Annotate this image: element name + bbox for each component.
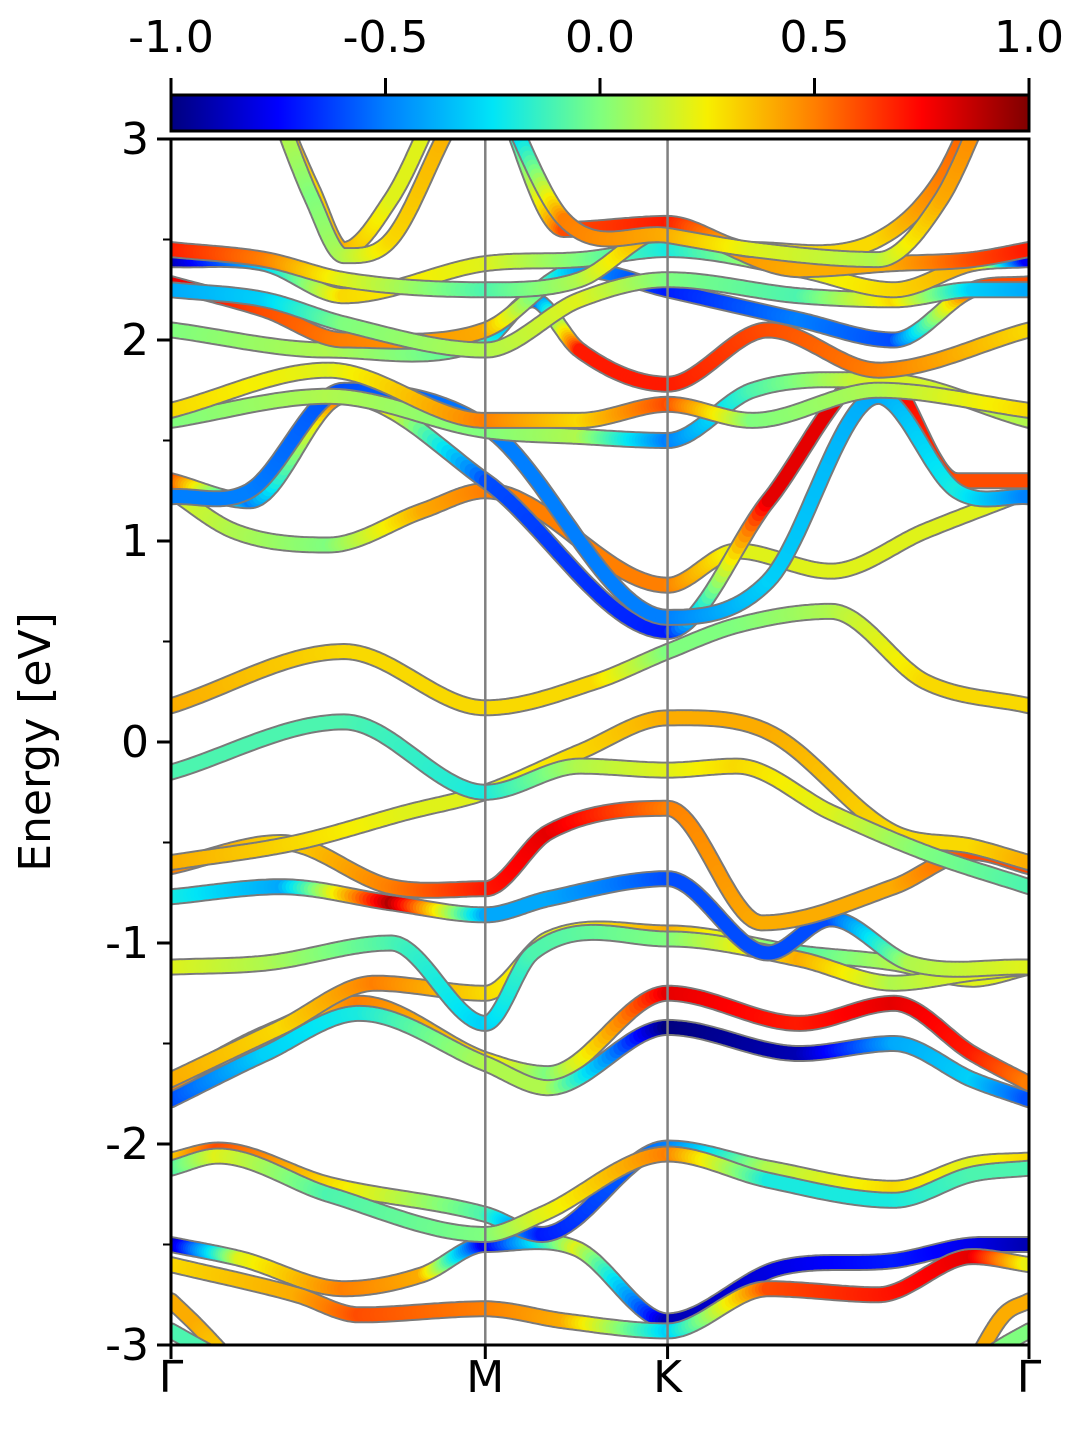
band-line bbox=[171, 602, 1029, 717]
colorbar-ticks: -1.0 -0.5 0.0 0.5 1.0 bbox=[128, 12, 1064, 95]
colorbar: -1.0 -0.5 0.0 0.5 1.0 bbox=[128, 12, 1064, 133]
band-outline bbox=[171, 799, 1029, 932]
band-line bbox=[171, 870, 1029, 978]
band-line bbox=[171, 1145, 1029, 1243]
band-line bbox=[171, 1004, 1029, 1109]
colorbar-tick-label: 0.0 bbox=[565, 12, 635, 63]
colorbar-tick-label: -1.0 bbox=[128, 12, 214, 63]
band-line bbox=[171, 1248, 1029, 1340]
band-line bbox=[171, 1233, 1029, 1330]
colorbar-tick-label: 0.5 bbox=[780, 12, 850, 63]
colorbar-gradient bbox=[169, 93, 1031, 133]
colorbar-tick-label: 1.0 bbox=[994, 12, 1064, 63]
band-lines bbox=[171, 139, 1029, 1345]
band-line bbox=[171, 799, 1029, 932]
colorbar-tick-label: -0.5 bbox=[343, 12, 429, 63]
